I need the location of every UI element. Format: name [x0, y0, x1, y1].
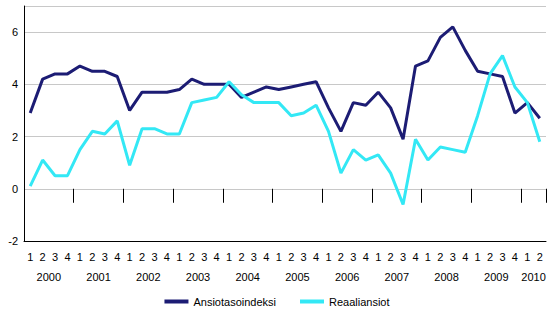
svg-text:1: 1 [276, 251, 282, 263]
svg-text:3: 3 [301, 251, 307, 263]
svg-text:4: 4 [363, 251, 369, 263]
svg-text:3: 3 [102, 251, 108, 263]
svg-text:3: 3 [400, 251, 406, 263]
svg-text:2009: 2009 [484, 271, 508, 283]
svg-text:4: 4 [12, 78, 18, 90]
svg-text:4: 4 [64, 251, 70, 263]
svg-text:1: 1 [127, 251, 133, 263]
svg-text:2005: 2005 [285, 271, 309, 283]
svg-text:1: 1 [176, 251, 182, 263]
svg-text:2: 2 [12, 131, 18, 143]
svg-text:2003: 2003 [186, 271, 210, 283]
svg-text:Reaaliansiot: Reaaliansiot [329, 296, 390, 308]
svg-text:2: 2 [89, 251, 95, 263]
svg-text:2: 2 [238, 251, 244, 263]
svg-text:1: 1 [27, 251, 33, 263]
svg-text:4: 4 [214, 251, 220, 263]
svg-text:2: 2 [388, 251, 394, 263]
svg-text:-2: -2 [8, 235, 18, 247]
svg-text:4: 4 [263, 251, 269, 263]
svg-text:1: 1 [226, 251, 232, 263]
svg-text:2000: 2000 [37, 271, 61, 283]
svg-text:2010: 2010 [521, 271, 545, 283]
svg-text:Ansiotasoindeksi: Ansiotasoindeksi [193, 296, 276, 308]
svg-text:2002: 2002 [136, 271, 160, 283]
svg-text:2008: 2008 [434, 271, 458, 283]
svg-text:1: 1 [375, 251, 381, 263]
svg-text:3: 3 [52, 251, 58, 263]
svg-text:4: 4 [462, 251, 468, 263]
svg-text:2007: 2007 [385, 271, 409, 283]
svg-text:2: 2 [437, 251, 443, 263]
svg-text:3: 3 [201, 251, 207, 263]
svg-text:3: 3 [499, 251, 505, 263]
svg-text:2: 2 [487, 251, 493, 263]
svg-text:2: 2 [139, 251, 145, 263]
svg-text:2006: 2006 [335, 271, 359, 283]
svg-text:2: 2 [189, 251, 195, 263]
svg-text:1: 1 [475, 251, 481, 263]
svg-text:2: 2 [40, 251, 46, 263]
svg-text:2: 2 [537, 251, 543, 263]
svg-text:1: 1 [325, 251, 331, 263]
svg-text:0: 0 [12, 183, 18, 195]
svg-text:1: 1 [425, 251, 431, 263]
svg-text:2004: 2004 [235, 271, 259, 283]
svg-text:2: 2 [288, 251, 294, 263]
svg-text:4: 4 [512, 251, 518, 263]
svg-text:2: 2 [338, 251, 344, 263]
svg-text:3: 3 [350, 251, 356, 263]
svg-text:3: 3 [450, 251, 456, 263]
svg-text:3: 3 [251, 251, 257, 263]
svg-text:4: 4 [313, 251, 319, 263]
svg-text:4: 4 [164, 251, 170, 263]
svg-text:4: 4 [412, 251, 418, 263]
svg-text:6: 6 [12, 26, 18, 38]
svg-text:4: 4 [114, 251, 120, 263]
svg-text:1: 1 [524, 251, 530, 263]
svg-text:2001: 2001 [86, 271, 110, 283]
svg-text:3: 3 [151, 251, 157, 263]
svg-text:1: 1 [77, 251, 83, 263]
